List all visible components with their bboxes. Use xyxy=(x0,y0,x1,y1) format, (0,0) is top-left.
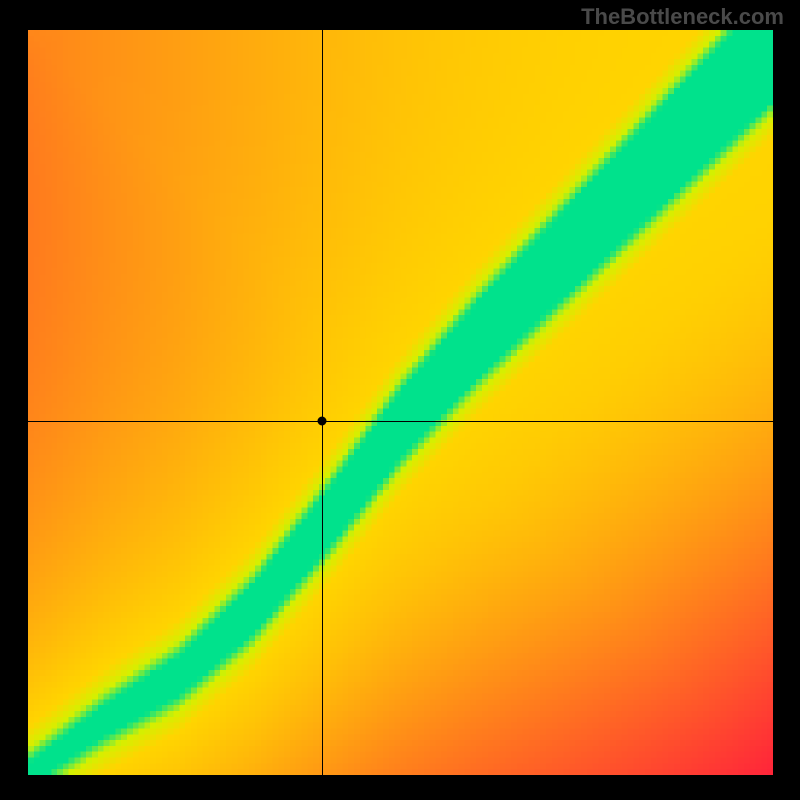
watermark-text: TheBottleneck.com xyxy=(581,4,784,30)
crosshair-horizontal xyxy=(28,421,773,422)
crosshair-marker xyxy=(318,417,327,426)
heatmap-canvas xyxy=(28,30,773,775)
heatmap-plot-area xyxy=(28,30,773,775)
chart-container: TheBottleneck.com xyxy=(0,0,800,800)
crosshair-vertical xyxy=(322,30,323,775)
